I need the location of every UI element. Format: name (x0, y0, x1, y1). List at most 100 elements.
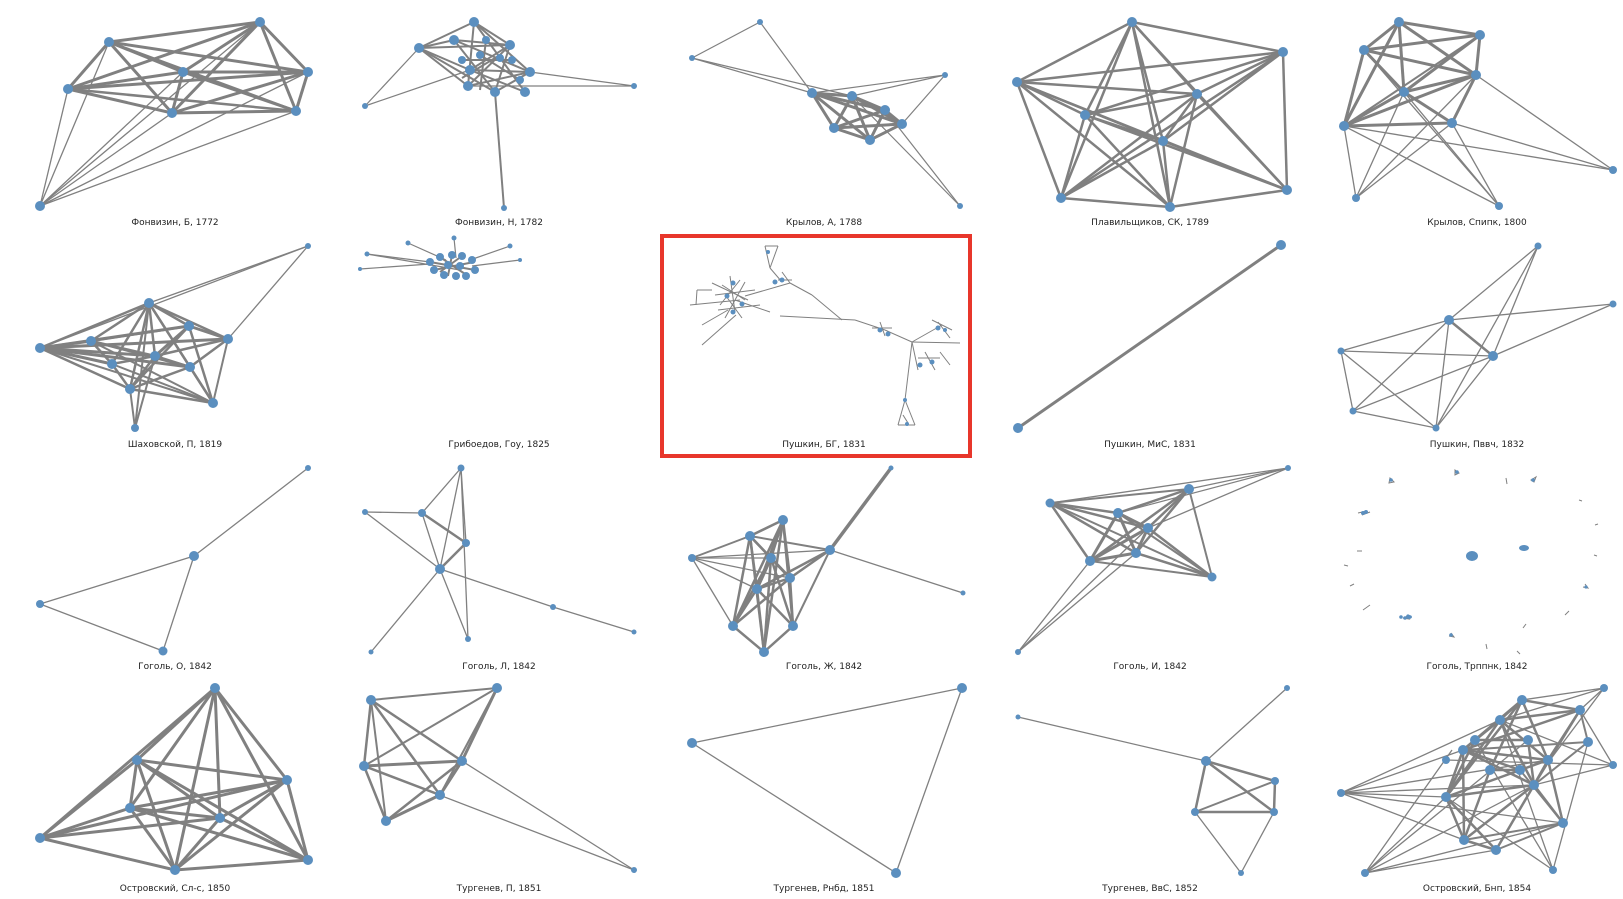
graph-edge (1546, 759, 1565, 824)
graph-layer (1337, 684, 1617, 877)
graph-node (1406, 615, 1412, 619)
graph-edge (1526, 739, 1536, 786)
graph-edge (691, 742, 897, 874)
graph-edge (385, 793, 441, 823)
graph-edge (39, 778, 288, 840)
graph-edge (174, 778, 288, 872)
graph-edge (1049, 488, 1190, 504)
graph-node (1271, 777, 1279, 785)
graph-node (430, 266, 438, 274)
graph-layer (1340, 245, 1614, 429)
graph-edge (1549, 687, 1605, 761)
graph-layer (1342, 20, 1614, 207)
graph-edge (362, 765, 388, 822)
graph-node (1471, 70, 1481, 80)
graph-layer (1013, 240, 1286, 433)
graph-edge (701, 309, 729, 326)
graph-edge (732, 625, 765, 653)
graph-node (125, 803, 135, 813)
graph-edge (174, 858, 309, 872)
graph-edge (1161, 93, 1199, 142)
graph-node (525, 67, 535, 77)
graph-node (1515, 765, 1525, 775)
graph-node (1432, 424, 1440, 432)
graph-edge (1089, 526, 1149, 563)
graph-edge (902, 414, 909, 424)
graph-node (1558, 818, 1568, 828)
graph-edge (39, 21, 261, 207)
graph-edge (901, 74, 946, 125)
graph-edge (851, 94, 903, 126)
graph-edge (711, 282, 749, 301)
graph-node (178, 67, 188, 77)
graph-edge (1169, 188, 1288, 209)
graph-edge (911, 341, 961, 344)
graph-edge (39, 112, 173, 207)
graph-node (1085, 556, 1095, 566)
graph-edge (1340, 719, 1501, 794)
graph-node (507, 243, 513, 249)
graph-node (1184, 484, 1194, 494)
graph-node (631, 83, 637, 89)
graph-edge (467, 21, 475, 87)
graph-edge (811, 294, 843, 321)
graph-edge (1594, 523, 1599, 526)
graph-node (1337, 347, 1345, 355)
graph-node (1458, 745, 1468, 755)
network-panel (362, 464, 637, 655)
graph-edge (931, 319, 953, 331)
graph-node (688, 554, 696, 562)
graph-edge (1488, 699, 1524, 771)
graph-node (1359, 45, 1369, 55)
graph-node (960, 590, 966, 596)
graph-edge (461, 760, 635, 871)
graph-node (366, 695, 376, 705)
graph-edge (1147, 467, 1289, 529)
graph-node (1529, 780, 1539, 790)
graph-edge (832, 95, 854, 129)
panel-caption: Гоголь, И, 1842 (1113, 662, 1186, 672)
graph-edge (1343, 125, 1357, 199)
graph-node (1403, 616, 1407, 620)
graph-node (905, 422, 909, 426)
graph-edge (1060, 139, 1164, 200)
graph-edge (39, 816, 221, 840)
graph-node (766, 553, 776, 563)
graph-edge (1340, 319, 1450, 352)
graph-edge (1492, 245, 1539, 357)
graph-edge (1451, 122, 1500, 207)
graph-edge (90, 324, 190, 343)
graph-node (847, 91, 857, 101)
graph-layer (1340, 687, 1614, 874)
graph-edge (1340, 350, 1437, 429)
graph-layer (1337, 242, 1617, 432)
graph-edge (1060, 50, 1284, 200)
graph-edge (421, 511, 467, 545)
graph-edge (39, 245, 309, 349)
graph-node (1165, 202, 1175, 212)
graph-edge (1462, 748, 1521, 772)
graph-layer (35, 17, 313, 211)
graph-node (1475, 30, 1485, 40)
graph-edge (364, 511, 423, 514)
graph-edge (1340, 749, 1464, 794)
graph-edge (111, 354, 156, 366)
graph-edge (1445, 783, 1535, 799)
graph-node (1485, 765, 1495, 775)
panel-caption: Крылов, Спипк, 1800 (1427, 218, 1527, 228)
graph-edge (756, 548, 831, 591)
graph-edge (833, 122, 903, 130)
graph-edge (258, 20, 310, 74)
graph-edge (1060, 93, 1198, 199)
graph-edge (1059, 21, 1134, 199)
graph-edge (779, 315, 856, 321)
graph-edge (1463, 822, 1564, 841)
graph-edge (1485, 643, 1488, 650)
graph-layer (39, 20, 310, 207)
graph-edge (759, 21, 813, 94)
graph-node (170, 865, 180, 875)
graph-node (189, 551, 199, 561)
graph-node (185, 362, 195, 372)
graph-edge (418, 21, 475, 49)
graph-edge (1147, 527, 1213, 578)
